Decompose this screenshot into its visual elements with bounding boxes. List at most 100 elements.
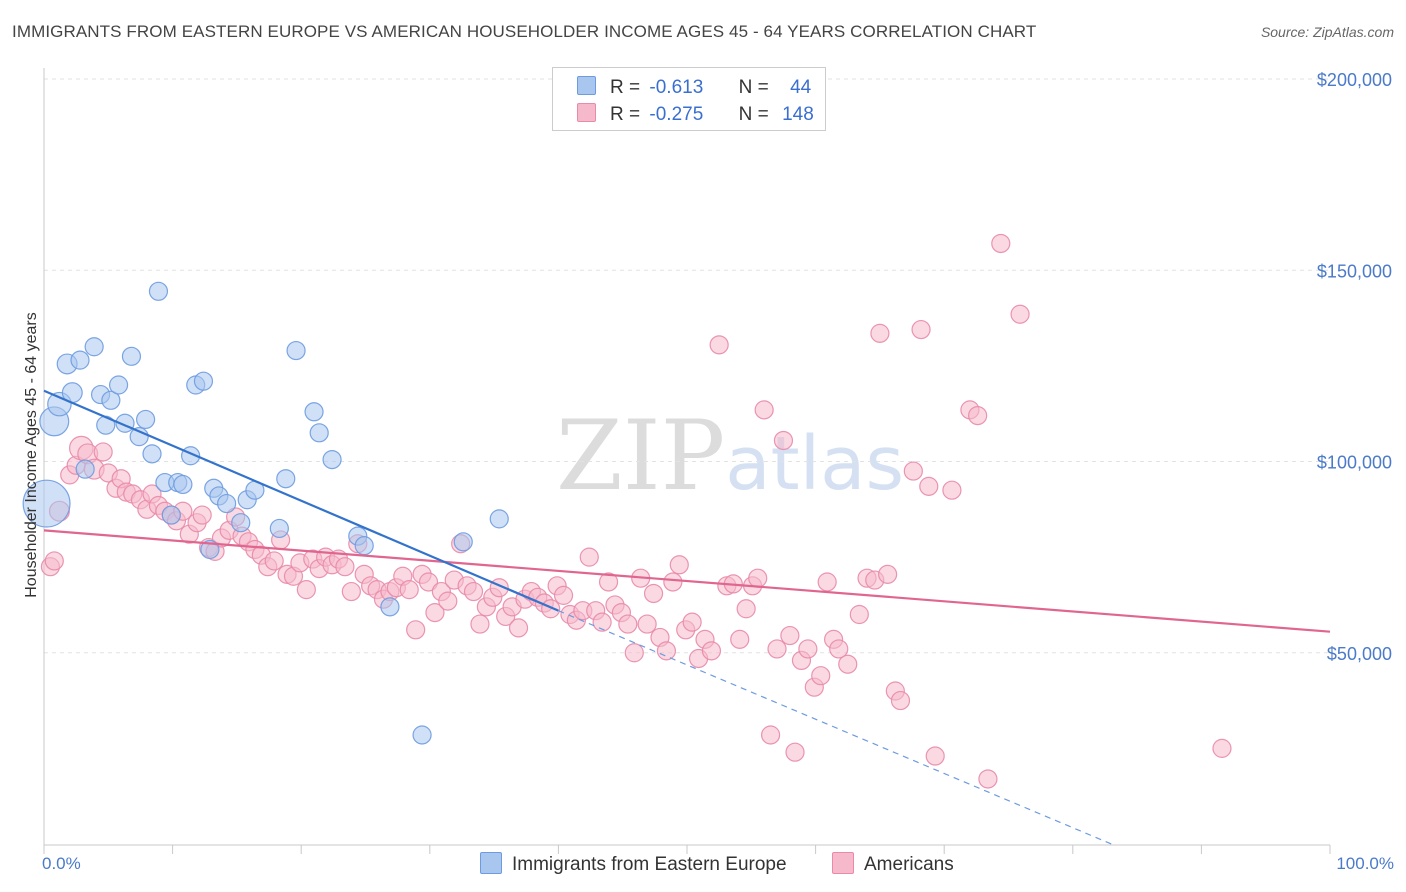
y-tick-label: $200,000	[1317, 70, 1392, 90]
data-point	[798, 639, 818, 659]
data-point	[508, 618, 529, 638]
data-point	[592, 612, 612, 632]
data-point	[701, 641, 722, 661]
bottom-legend-label-eastern-europe: Immigrants from Eastern Europe	[512, 854, 787, 875]
data-point	[849, 604, 869, 625]
data-point	[354, 536, 374, 556]
axes	[43, 68, 1331, 854]
data-point	[978, 769, 998, 789]
data-point	[264, 551, 284, 571]
data-point	[767, 639, 787, 659]
data-point	[991, 233, 1011, 254]
data-point	[101, 390, 121, 410]
legend-r-value: -0.613	[649, 77, 704, 98]
data-point	[817, 572, 837, 592]
data-point	[470, 614, 490, 634]
data-point	[656, 641, 677, 661]
data-point	[968, 406, 988, 426]
data-point	[919, 476, 939, 496]
data-point	[84, 337, 104, 357]
data-point	[322, 449, 342, 470]
data-point	[811, 666, 831, 686]
data-point	[142, 444, 162, 464]
bottom-legend-swatch-americans	[832, 852, 854, 874]
source-label: Source: ZipAtlas.com	[1260, 24, 1394, 40]
data-point	[942, 480, 962, 500]
legend-n-label: N =	[738, 104, 769, 125]
data-point	[399, 580, 419, 600]
data-point	[425, 602, 445, 623]
data-point	[231, 513, 251, 533]
data-point	[269, 518, 289, 539]
data-point	[304, 402, 324, 422]
bottom-legend-label-americans: Americans	[864, 854, 954, 875]
data-point	[730, 629, 750, 649]
data-point	[829, 639, 849, 659]
data-point	[309, 423, 329, 443]
legend-row-eastern-europe: R = -0.613 N = 44	[577, 76, 811, 98]
trend-lines	[43, 389, 1331, 845]
data-point	[173, 474, 193, 495]
data-point	[780, 625, 800, 646]
trend-line-eastern-europe-extension	[558, 610, 1112, 845]
x-tick-label-end: 100.0%	[1336, 854, 1394, 873]
data-point	[773, 430, 794, 451]
data-point	[192, 505, 212, 525]
data-point	[785, 742, 805, 762]
data-point	[579, 547, 599, 567]
data-point	[22, 479, 71, 528]
data-point	[93, 442, 113, 462]
data-point	[75, 459, 95, 479]
trend-line-americans	[43, 529, 1331, 633]
correlation-legend: R = -0.613 N = 44 R = -0.275 N = 148	[552, 67, 826, 131]
bottom-legend-swatch-eastern-europe	[480, 852, 502, 874]
trend-line-eastern-europe	[43, 389, 559, 612]
y-tick-label: $100,000	[1317, 453, 1392, 473]
legend-swatch-eastern-europe	[577, 76, 596, 95]
data-point	[637, 614, 657, 634]
data-point	[193, 371, 214, 391]
data-point	[453, 532, 473, 552]
data-point	[161, 505, 181, 525]
data-points	[22, 233, 1232, 789]
data-point	[870, 323, 890, 343]
data-point	[129, 427, 149, 447]
series-americans	[40, 233, 1232, 789]
data-point	[412, 725, 432, 745]
data-point	[335, 557, 355, 577]
data-point	[669, 555, 689, 575]
data-point	[748, 568, 768, 588]
legend-n-value: 44	[790, 77, 812, 98]
data-point	[598, 572, 619, 592]
data-point	[70, 350, 90, 370]
data-point	[121, 346, 142, 366]
data-point	[624, 643, 644, 663]
data-point	[135, 409, 156, 430]
x-tick-label-start: 0.0%	[42, 854, 81, 873]
bottom-legend-americans: Americans	[832, 852, 954, 876]
data-point	[296, 580, 316, 600]
watermark-atlas: atlas	[725, 421, 905, 507]
data-point	[682, 612, 702, 632]
data-point	[754, 400, 774, 420]
data-point	[618, 614, 638, 634]
data-point	[709, 335, 729, 355]
data-point	[838, 654, 858, 674]
data-point	[1010, 304, 1030, 324]
axis-labels: $50,000 $100,000 $150,000 $200,000 0.0% 100.0…	[23, 70, 1394, 873]
data-point	[438, 591, 458, 611]
data-point	[418, 572, 439, 592]
legend-n-value: 148	[782, 104, 814, 125]
data-point	[108, 375, 129, 395]
data-point	[276, 469, 296, 489]
data-point	[148, 281, 169, 301]
data-point	[903, 461, 923, 481]
data-point	[200, 539, 220, 560]
data-point	[663, 572, 683, 592]
data-point	[553, 585, 574, 605]
data-point	[380, 597, 400, 617]
data-point	[44, 551, 64, 571]
data-point	[925, 746, 945, 766]
data-point	[463, 581, 484, 602]
